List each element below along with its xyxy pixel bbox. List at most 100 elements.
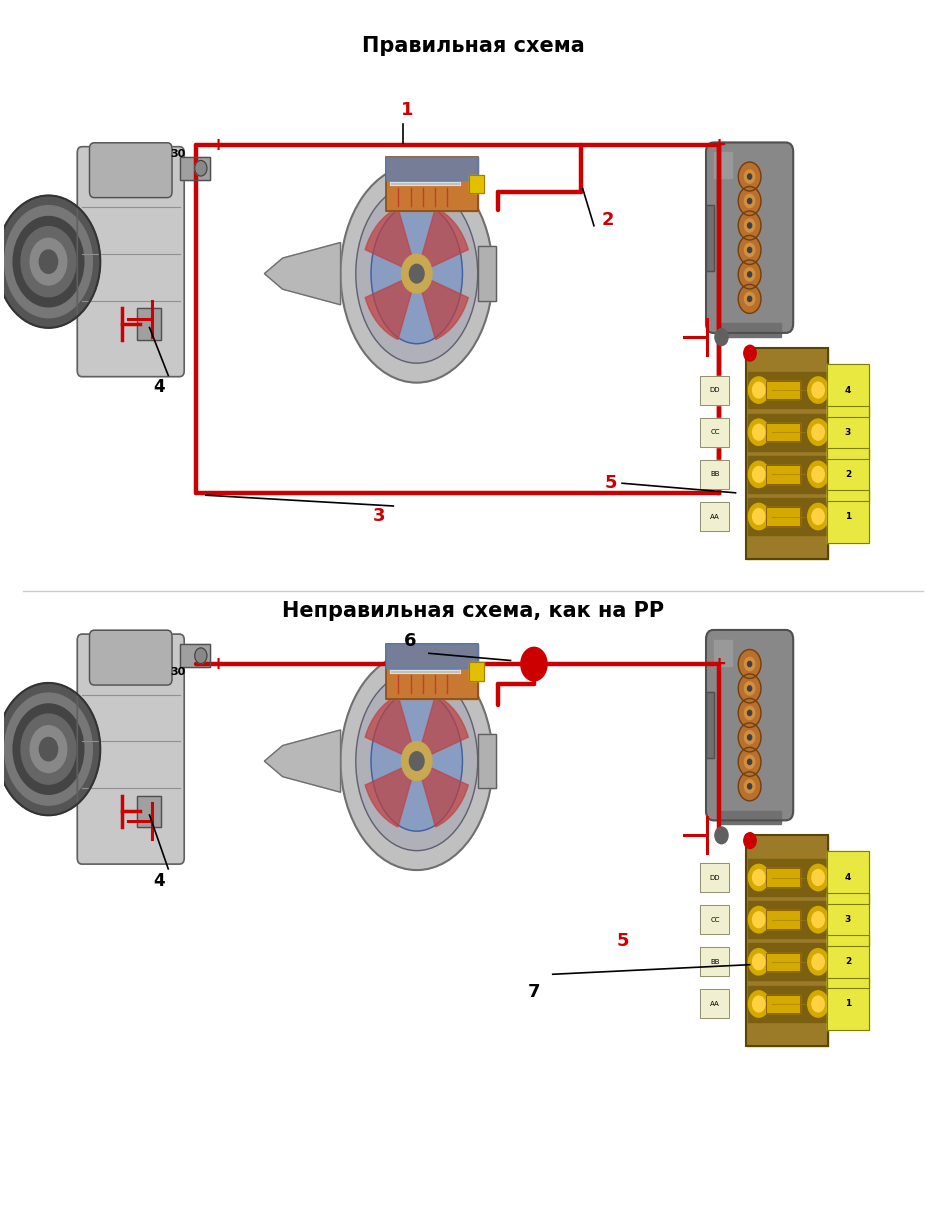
Text: CC: CC: [710, 429, 720, 435]
Circle shape: [738, 162, 761, 191]
Circle shape: [0, 683, 100, 815]
Text: DD: DD: [710, 387, 720, 393]
Polygon shape: [264, 242, 341, 305]
Text: 7: 7: [528, 983, 540, 1001]
Circle shape: [812, 912, 824, 927]
Circle shape: [745, 219, 755, 232]
Circle shape: [738, 722, 761, 751]
FancyBboxPatch shape: [827, 894, 868, 947]
Circle shape: [747, 174, 752, 180]
Circle shape: [5, 205, 93, 317]
Circle shape: [195, 160, 207, 176]
Circle shape: [745, 657, 755, 671]
Bar: [713, 639, 731, 666]
Bar: [700, 863, 729, 892]
FancyBboxPatch shape: [78, 147, 184, 376]
Bar: [766, 508, 800, 526]
Circle shape: [812, 870, 824, 885]
Circle shape: [747, 297, 752, 302]
Circle shape: [410, 264, 424, 283]
Circle shape: [738, 748, 761, 777]
Text: 3: 3: [845, 428, 851, 437]
Circle shape: [753, 870, 765, 885]
FancyBboxPatch shape: [827, 405, 868, 458]
Bar: [386, 644, 478, 698]
Text: Неправильная схема, как на РР: Неправильная схема, как на РР: [282, 602, 664, 621]
Circle shape: [747, 247, 752, 252]
Circle shape: [715, 329, 728, 345]
Circle shape: [748, 418, 769, 445]
FancyBboxPatch shape: [827, 447, 868, 500]
Circle shape: [21, 227, 76, 297]
Circle shape: [745, 707, 755, 720]
Circle shape: [753, 382, 765, 398]
Circle shape: [808, 907, 829, 932]
Text: BB: BB: [710, 472, 720, 478]
Ellipse shape: [371, 204, 463, 344]
FancyBboxPatch shape: [706, 142, 793, 333]
Circle shape: [753, 954, 765, 970]
Circle shape: [745, 780, 755, 792]
Circle shape: [747, 784, 752, 789]
Circle shape: [753, 912, 765, 927]
Bar: [700, 502, 729, 531]
Circle shape: [744, 832, 756, 849]
Circle shape: [738, 674, 761, 703]
Circle shape: [745, 731, 755, 744]
Circle shape: [748, 991, 769, 1017]
Bar: [766, 381, 800, 399]
Text: 4: 4: [845, 873, 851, 882]
Wedge shape: [417, 761, 468, 827]
FancyBboxPatch shape: [90, 631, 172, 685]
Circle shape: [715, 827, 728, 844]
FancyBboxPatch shape: [706, 630, 793, 820]
Ellipse shape: [341, 165, 493, 382]
Text: 2: 2: [845, 470, 851, 479]
FancyBboxPatch shape: [78, 634, 184, 863]
Bar: [766, 508, 800, 526]
Wedge shape: [365, 695, 417, 761]
Bar: [137, 796, 161, 827]
Bar: [745, 836, 829, 1046]
Bar: [700, 863, 729, 892]
Text: 5: 5: [617, 932, 629, 950]
Circle shape: [808, 418, 829, 445]
Circle shape: [747, 686, 752, 691]
Circle shape: [13, 217, 84, 306]
Circle shape: [30, 726, 67, 773]
Circle shape: [748, 949, 769, 974]
Bar: [180, 644, 210, 667]
Bar: [700, 417, 729, 446]
Text: 30: 30: [170, 148, 185, 159]
Circle shape: [748, 865, 769, 891]
Bar: [700, 459, 729, 488]
Bar: [766, 423, 800, 441]
Text: AA: AA: [710, 514, 720, 520]
Bar: [137, 309, 161, 340]
Circle shape: [738, 211, 761, 240]
Bar: [748, 456, 826, 493]
Bar: [478, 246, 496, 300]
Bar: [719, 323, 780, 336]
Circle shape: [738, 650, 761, 679]
Bar: [766, 995, 800, 1013]
Bar: [386, 644, 478, 668]
Bar: [478, 733, 496, 789]
FancyBboxPatch shape: [827, 490, 868, 543]
Circle shape: [40, 737, 58, 761]
Circle shape: [195, 648, 207, 663]
Bar: [386, 644, 478, 698]
Circle shape: [747, 223, 752, 228]
Text: 3: 3: [373, 507, 385, 525]
Bar: [137, 796, 161, 827]
Circle shape: [745, 292, 755, 305]
Circle shape: [808, 949, 829, 974]
Bar: [137, 309, 161, 340]
Circle shape: [812, 509, 824, 525]
Circle shape: [753, 425, 765, 440]
Circle shape: [13, 704, 84, 795]
Bar: [700, 375, 729, 404]
Bar: [745, 347, 829, 558]
Text: 5: 5: [604, 474, 617, 492]
Circle shape: [0, 195, 100, 328]
